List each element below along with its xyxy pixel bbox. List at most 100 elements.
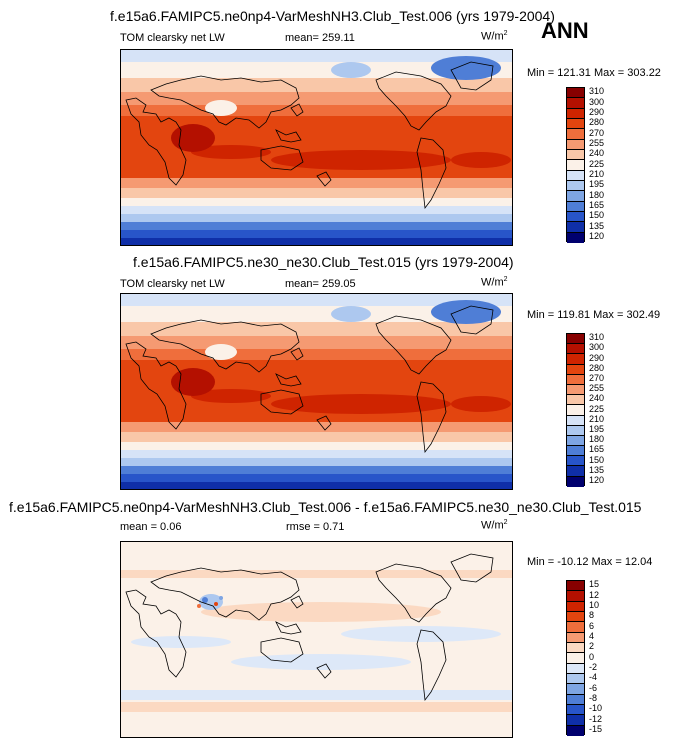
colorbar-swatch (567, 364, 584, 375)
colorbar-swatch (567, 118, 584, 130)
colorbar-swatch (567, 384, 584, 396)
colorbar-tick-label: 8 (589, 610, 595, 621)
colorbar-tick-label: 210 (589, 168, 605, 179)
colorbar-swatch (567, 149, 584, 161)
panel-1-title: f.e15a6.FAMIPC5.ne0np4-VarMeshNH3.Club_T… (110, 8, 555, 24)
colorbar-swatch (567, 611, 584, 623)
panel-2-mean: mean= 259.05 (285, 278, 356, 290)
colorbar-swatch (567, 704, 584, 716)
colorbar-swatch (567, 405, 584, 416)
colorbar-tick-label: -10 (589, 703, 603, 714)
colorbar-tick-label: 280 (589, 362, 605, 373)
colorbar-swatch (567, 222, 584, 233)
colorbar-tick-label: 15 (589, 579, 600, 590)
colorbar-swatch (567, 446, 584, 457)
colorbar-tick-label: 290 (589, 106, 605, 117)
panel-3-map (120, 541, 513, 738)
colorbar-tick-label: 210 (589, 413, 605, 424)
colorbar-swatch (567, 88, 584, 99)
panel-2-units: W/m2 (481, 276, 508, 289)
colorbar-tick-label: 270 (589, 372, 605, 383)
colorbar-swatch (567, 98, 584, 109)
panel-3-mean: mean = 0.06 (120, 521, 182, 533)
colorbar-swatch (567, 435, 584, 447)
colorbar-swatch (567, 663, 584, 674)
colorbar-swatch (567, 653, 584, 664)
colorbar-swatch (567, 456, 584, 467)
colorbar-swatch (567, 334, 584, 345)
colorbar-swatch (567, 725, 584, 736)
colorbar-tick-label: 10 (589, 599, 600, 610)
colorbar-swatch (567, 694, 584, 705)
colorbar-swatch (567, 395, 584, 406)
colorbar-swatch (567, 211, 584, 223)
colorbar-swatch (567, 232, 584, 243)
colorbar-tick-label: 225 (589, 403, 605, 414)
colorbar-tick-label: 225 (589, 158, 605, 169)
colorbar-tick-label: 180 (589, 434, 605, 445)
colorbar-tick-label: 120 (589, 474, 605, 485)
colorbar-swatch (567, 425, 584, 436)
colorbar-tick-label: -15 (589, 723, 603, 734)
colorbar-tick-label: 300 (589, 342, 605, 353)
colorbar-tick-label: 12 (589, 589, 600, 600)
panel-1-map (120, 49, 513, 246)
colorbar-swatch (567, 622, 584, 633)
panel-2-variable-label: TOM clearsky net LW (120, 278, 225, 290)
colorbar-swatch (567, 180, 584, 192)
colorbar-tick-label: -4 (589, 672, 598, 683)
colorbar-swatch (567, 642, 584, 654)
panel-2-colorbar (566, 333, 585, 487)
colorbar-swatch (567, 170, 584, 181)
panel-1-mean: mean= 259.11 (285, 32, 355, 44)
panel-3-colorbar (566, 580, 585, 736)
colorbar-tick-label: -2 (589, 661, 598, 672)
colorbar-swatch (567, 354, 584, 365)
colorbar-tick-label: 2 (589, 641, 595, 652)
colorbar-swatch (567, 466, 584, 477)
colorbar-tick-label: 280 (589, 117, 605, 128)
colorbar-swatch (567, 632, 584, 643)
colorbar-swatch (567, 201, 584, 212)
panel-3-units: W/m2 (481, 519, 508, 532)
colorbar-tick-label: 270 (589, 127, 605, 138)
colorbar-swatch (567, 684, 584, 695)
colorbar-tick-label: 255 (589, 383, 605, 394)
colorbar-tick-label: 240 (589, 148, 605, 159)
colorbar-tick-label: 195 (589, 179, 605, 190)
colorbar-swatch (567, 160, 584, 171)
panel-2-title: f.e15a6.FAMIPC5.ne30_ne30.Club_Test.015 … (133, 254, 514, 270)
colorbar-tick-label: 150 (589, 210, 605, 221)
colorbar-swatch (567, 108, 584, 119)
colorbar-swatch (567, 191, 584, 202)
colorbar-tick-label: 120 (589, 230, 605, 241)
panel-1-units: W/m2 (481, 30, 508, 43)
colorbar-tick-label: 180 (589, 189, 605, 200)
panel-2-minmax: Min = 119.81 Max = 302.49 (527, 309, 661, 321)
colorbar-tick-label: -6 (589, 682, 598, 693)
colorbar-tick-label: 310 (589, 86, 605, 97)
panel-1-variable-label: TOM clearsky net LW (120, 32, 225, 44)
colorbar-tick-label: 240 (589, 393, 605, 404)
colorbar-swatch (567, 374, 584, 385)
panel-3-rmse: rmse = 0.71 (286, 521, 345, 533)
colorbar-tick-label: 195 (589, 423, 605, 434)
colorbar-swatch (567, 344, 584, 355)
colorbar-tick-label: 300 (589, 96, 605, 107)
colorbar-swatch (567, 673, 584, 685)
colorbar-tick-label: 290 (589, 352, 605, 363)
colorbar-swatch (567, 139, 584, 150)
colorbar-tick-label: 165 (589, 444, 605, 455)
colorbar-swatch (567, 476, 584, 487)
colorbar-tick-label: -12 (589, 713, 603, 724)
colorbar-swatch (567, 129, 584, 140)
colorbar-tick-label: 6 (589, 620, 595, 631)
colorbar-tick-label: 4 (589, 630, 595, 641)
colorbar-tick-label: 150 (589, 454, 605, 465)
colorbar-tick-label: 165 (589, 199, 605, 210)
colorbar-swatch (567, 415, 584, 426)
colorbar-swatch (567, 715, 584, 726)
colorbar-tick-label: 255 (589, 137, 605, 148)
colorbar-swatch (567, 591, 584, 602)
season-label: ANN (541, 18, 589, 43)
